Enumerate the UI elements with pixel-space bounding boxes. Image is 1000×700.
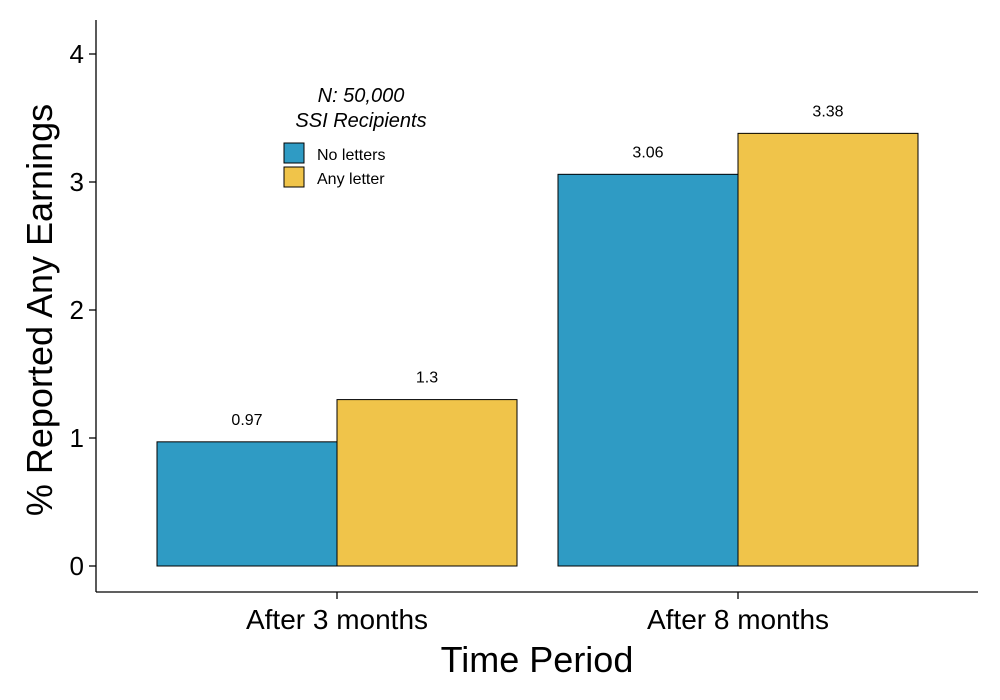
category-labels: After 3 months After 8 months <box>246 604 829 635</box>
legend-swatch-no-letters <box>283 142 305 164</box>
data-label: 3.06 <box>632 144 663 161</box>
legend-title-line-1: N: 50,000 <box>318 85 405 107</box>
y-tick-label: 4 <box>70 39 84 69</box>
data-label: 1.3 <box>416 370 438 387</box>
legend-title-line-2: SSI Recipients <box>295 110 426 132</box>
legend-swatch-any-letter <box>283 166 305 188</box>
y-tick-label: 3 <box>70 167 84 197</box>
bar-any-letter-1 <box>336 399 518 567</box>
y-axis: 0 1 2 3 4 <box>70 20 97 592</box>
data-labels: 0.97 1.3 3.06 3.38 <box>231 103 843 428</box>
y-tick-label: 2 <box>70 295 84 325</box>
x-axis-title: Time Period <box>441 639 634 680</box>
x-axis <box>96 591 978 599</box>
bars <box>156 132 919 567</box>
y-axis-title: % Reported Any Earnings <box>19 104 60 516</box>
legend-label-no-letters: No letters <box>317 147 385 164</box>
bar-no-letters-2 <box>557 173 739 567</box>
legend-label-any-letter: Any letter <box>317 171 385 188</box>
data-label: 0.97 <box>231 412 262 429</box>
x-tick-label: After 3 months <box>246 604 428 635</box>
x-tick-label: After 8 months <box>647 604 829 635</box>
y-tick-label: 1 <box>70 423 84 453</box>
legend: N: 50,000 SSI Recipients No letters Any … <box>283 85 427 188</box>
bar-any-letter-2 <box>737 132 919 567</box>
data-label: 3.38 <box>812 103 843 120</box>
bar-no-letters-1 <box>156 441 338 567</box>
y-tick-label: 0 <box>70 551 84 581</box>
